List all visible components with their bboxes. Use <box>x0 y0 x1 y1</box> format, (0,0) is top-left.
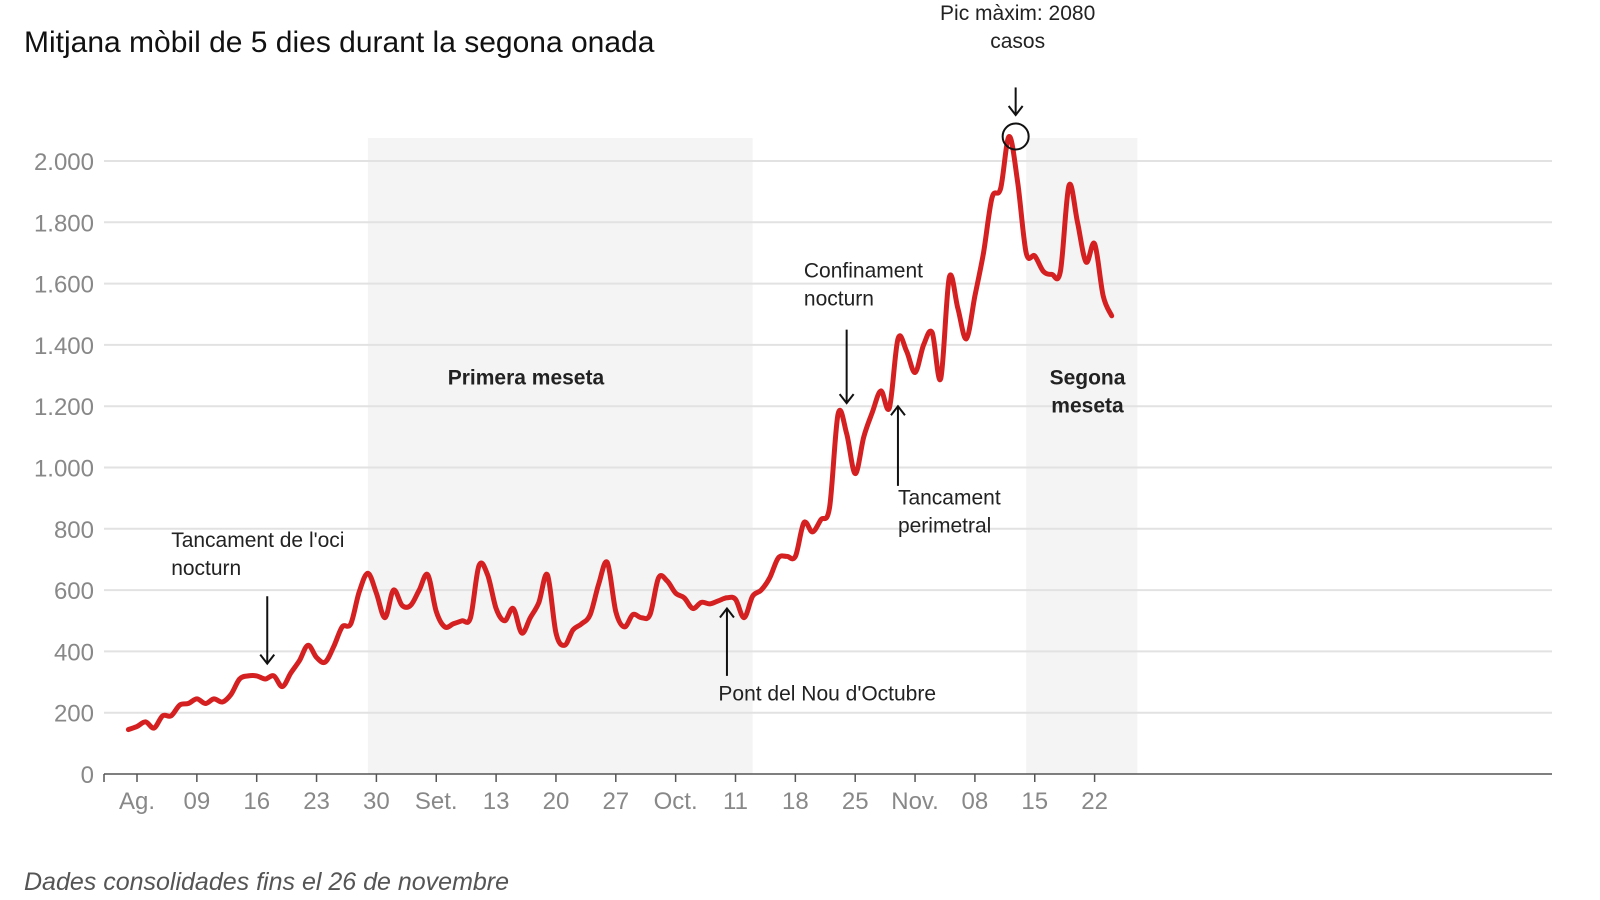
y-tick-label: 0 <box>81 762 94 789</box>
region-label: Primera meseta <box>448 367 605 390</box>
x-tick-label: 22 <box>1081 788 1108 815</box>
y-tick-label: 2.000 <box>34 149 94 176</box>
x-tick-label: 15 <box>1021 788 1048 815</box>
x-tick-label: Nov. <box>891 788 939 815</box>
annotation-arrowhead <box>259 654 276 666</box>
x-tick-label: 23 <box>303 788 330 815</box>
annotation-label: Tancament perimetral <box>898 486 1001 537</box>
x-tick-label: 27 <box>602 788 629 815</box>
x-tick-label: 13 <box>483 788 510 815</box>
y-tick-label: 1.800 <box>34 210 94 237</box>
y-tick-label: 1.200 <box>34 394 94 421</box>
annotation-label: Pic màxim: 2080 casos <box>940 2 1095 53</box>
x-tick-label: 11 <box>723 788 748 815</box>
shaded-region-1 <box>367 138 753 774</box>
y-tick-label: 1.000 <box>34 456 94 483</box>
annotations: Primera meseta Segona meseta Tancament de l… <box>171 2 1126 705</box>
y-tick-label: 400 <box>54 639 94 666</box>
annotation-label: Confinament nocturn <box>804 259 923 310</box>
x-tick-label: 09 <box>183 788 210 815</box>
annotation-arrowhead <box>838 393 855 405</box>
x-tick-label: Oct. <box>654 788 698 815</box>
y-tick-label: 1.400 <box>34 333 94 360</box>
series-line <box>125 133 1115 733</box>
axes: 0 200 400 600 800 1.000 1.200 1.400 1.600 1.800 2.… <box>34 149 1552 815</box>
series-layer <box>125 133 1115 733</box>
x-tick-label: 16 <box>243 788 270 815</box>
annotation-arrowhead <box>1007 105 1024 117</box>
annotation-arrowhead <box>890 404 906 416</box>
annotation-arrowhead <box>719 606 735 619</box>
x-tick-label: 20 <box>543 788 570 815</box>
y-tick-label: 1.600 <box>34 272 94 299</box>
y-tick-label: 800 <box>54 517 94 544</box>
chart-title: Mitjana mòbil de 5 dies durant la segona… <box>24 26 655 59</box>
annotation-label: Pont del Nou d'Octubre <box>718 682 936 705</box>
peak-marker <box>1001 122 1030 151</box>
x-tick-label: 08 <box>962 788 989 815</box>
x-tick-label: Ag. <box>119 788 155 815</box>
y-tick-label: 200 <box>54 701 94 728</box>
gridlines <box>104 160 1552 714</box>
x-tick-label: Set. <box>415 788 458 815</box>
x-tick-label: 25 <box>842 788 869 815</box>
x-tick-label: 18 <box>782 788 809 815</box>
shaded-regions <box>367 138 1138 774</box>
annotation-label: Tancament de l'oci nocturn <box>171 529 344 580</box>
y-tick-label: 600 <box>54 578 94 605</box>
x-tick-label: 30 <box>363 788 390 815</box>
region-label: Segona meseta <box>1050 367 1126 418</box>
source-footnote: Dades consolidades fins el 26 de novembr… <box>24 868 510 896</box>
